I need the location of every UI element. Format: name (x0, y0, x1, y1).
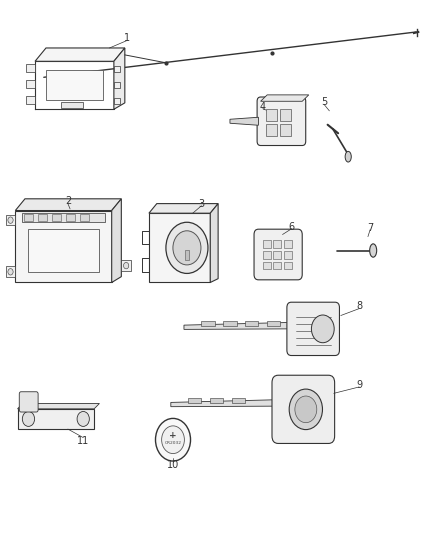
Circle shape (124, 262, 129, 269)
Polygon shape (112, 199, 121, 282)
Bar (114, 66, 120, 72)
Circle shape (289, 389, 322, 430)
Circle shape (77, 411, 89, 426)
Bar (26, 96, 35, 104)
Text: 1: 1 (124, 34, 130, 43)
Text: 9: 9 (356, 380, 362, 390)
Bar (273, 251, 281, 259)
Polygon shape (171, 400, 276, 407)
Bar (201, 321, 215, 326)
Bar (266, 124, 277, 136)
Polygon shape (15, 211, 112, 282)
Bar (80, 214, 89, 221)
Bar (28, 229, 99, 272)
Bar (61, 102, 83, 108)
Bar (188, 398, 201, 403)
Bar (263, 251, 271, 259)
Circle shape (166, 222, 208, 273)
Bar (22, 213, 105, 222)
Polygon shape (18, 403, 99, 409)
Text: 10: 10 (167, 460, 179, 470)
Bar (223, 321, 237, 326)
Bar (245, 321, 258, 326)
FancyBboxPatch shape (257, 97, 306, 146)
Text: 6: 6 (289, 222, 295, 231)
Bar (52, 214, 61, 221)
Polygon shape (18, 409, 94, 429)
Bar (284, 251, 292, 259)
Bar (185, 250, 189, 260)
Bar (24, 214, 33, 221)
Text: 7: 7 (367, 223, 373, 232)
Bar (66, 214, 75, 221)
Polygon shape (149, 213, 210, 282)
Bar (6, 266, 15, 277)
Bar (26, 64, 35, 72)
Bar (114, 82, 120, 88)
Bar (280, 109, 291, 121)
Bar (6, 215, 15, 225)
Circle shape (295, 396, 317, 423)
Bar (284, 240, 292, 248)
Bar (273, 262, 281, 269)
Bar (267, 321, 280, 326)
Polygon shape (35, 48, 125, 61)
Bar (121, 260, 131, 271)
FancyBboxPatch shape (19, 392, 38, 412)
FancyBboxPatch shape (272, 375, 335, 443)
Text: 5: 5 (321, 98, 327, 107)
Polygon shape (210, 204, 218, 282)
Bar (26, 80, 35, 88)
Circle shape (173, 231, 201, 265)
Bar (263, 240, 271, 248)
FancyBboxPatch shape (287, 302, 339, 356)
Text: 2: 2 (65, 197, 71, 206)
Bar (266, 109, 277, 121)
Circle shape (155, 418, 191, 461)
Bar (210, 398, 223, 403)
Text: 8: 8 (356, 302, 362, 311)
Text: 11: 11 (77, 436, 89, 446)
Polygon shape (114, 48, 125, 109)
Ellipse shape (345, 151, 351, 162)
Bar (273, 240, 281, 248)
Text: 3: 3 (198, 199, 205, 208)
Polygon shape (15, 199, 121, 211)
Circle shape (8, 217, 13, 223)
Circle shape (22, 411, 35, 426)
Polygon shape (230, 117, 258, 125)
Text: CR2032: CR2032 (165, 441, 181, 445)
Bar (263, 262, 271, 269)
Bar (38, 214, 47, 221)
Polygon shape (149, 204, 218, 213)
Polygon shape (261, 95, 309, 101)
Bar (46, 70, 103, 100)
Bar (232, 398, 245, 403)
Bar (114, 98, 120, 104)
Text: +: + (169, 431, 177, 440)
Polygon shape (184, 322, 289, 329)
Ellipse shape (370, 244, 377, 257)
Bar (280, 124, 291, 136)
Circle shape (8, 269, 13, 275)
FancyBboxPatch shape (254, 229, 302, 280)
Circle shape (162, 426, 184, 454)
Text: 4: 4 (260, 102, 266, 111)
Circle shape (311, 315, 334, 343)
Bar (284, 262, 292, 269)
